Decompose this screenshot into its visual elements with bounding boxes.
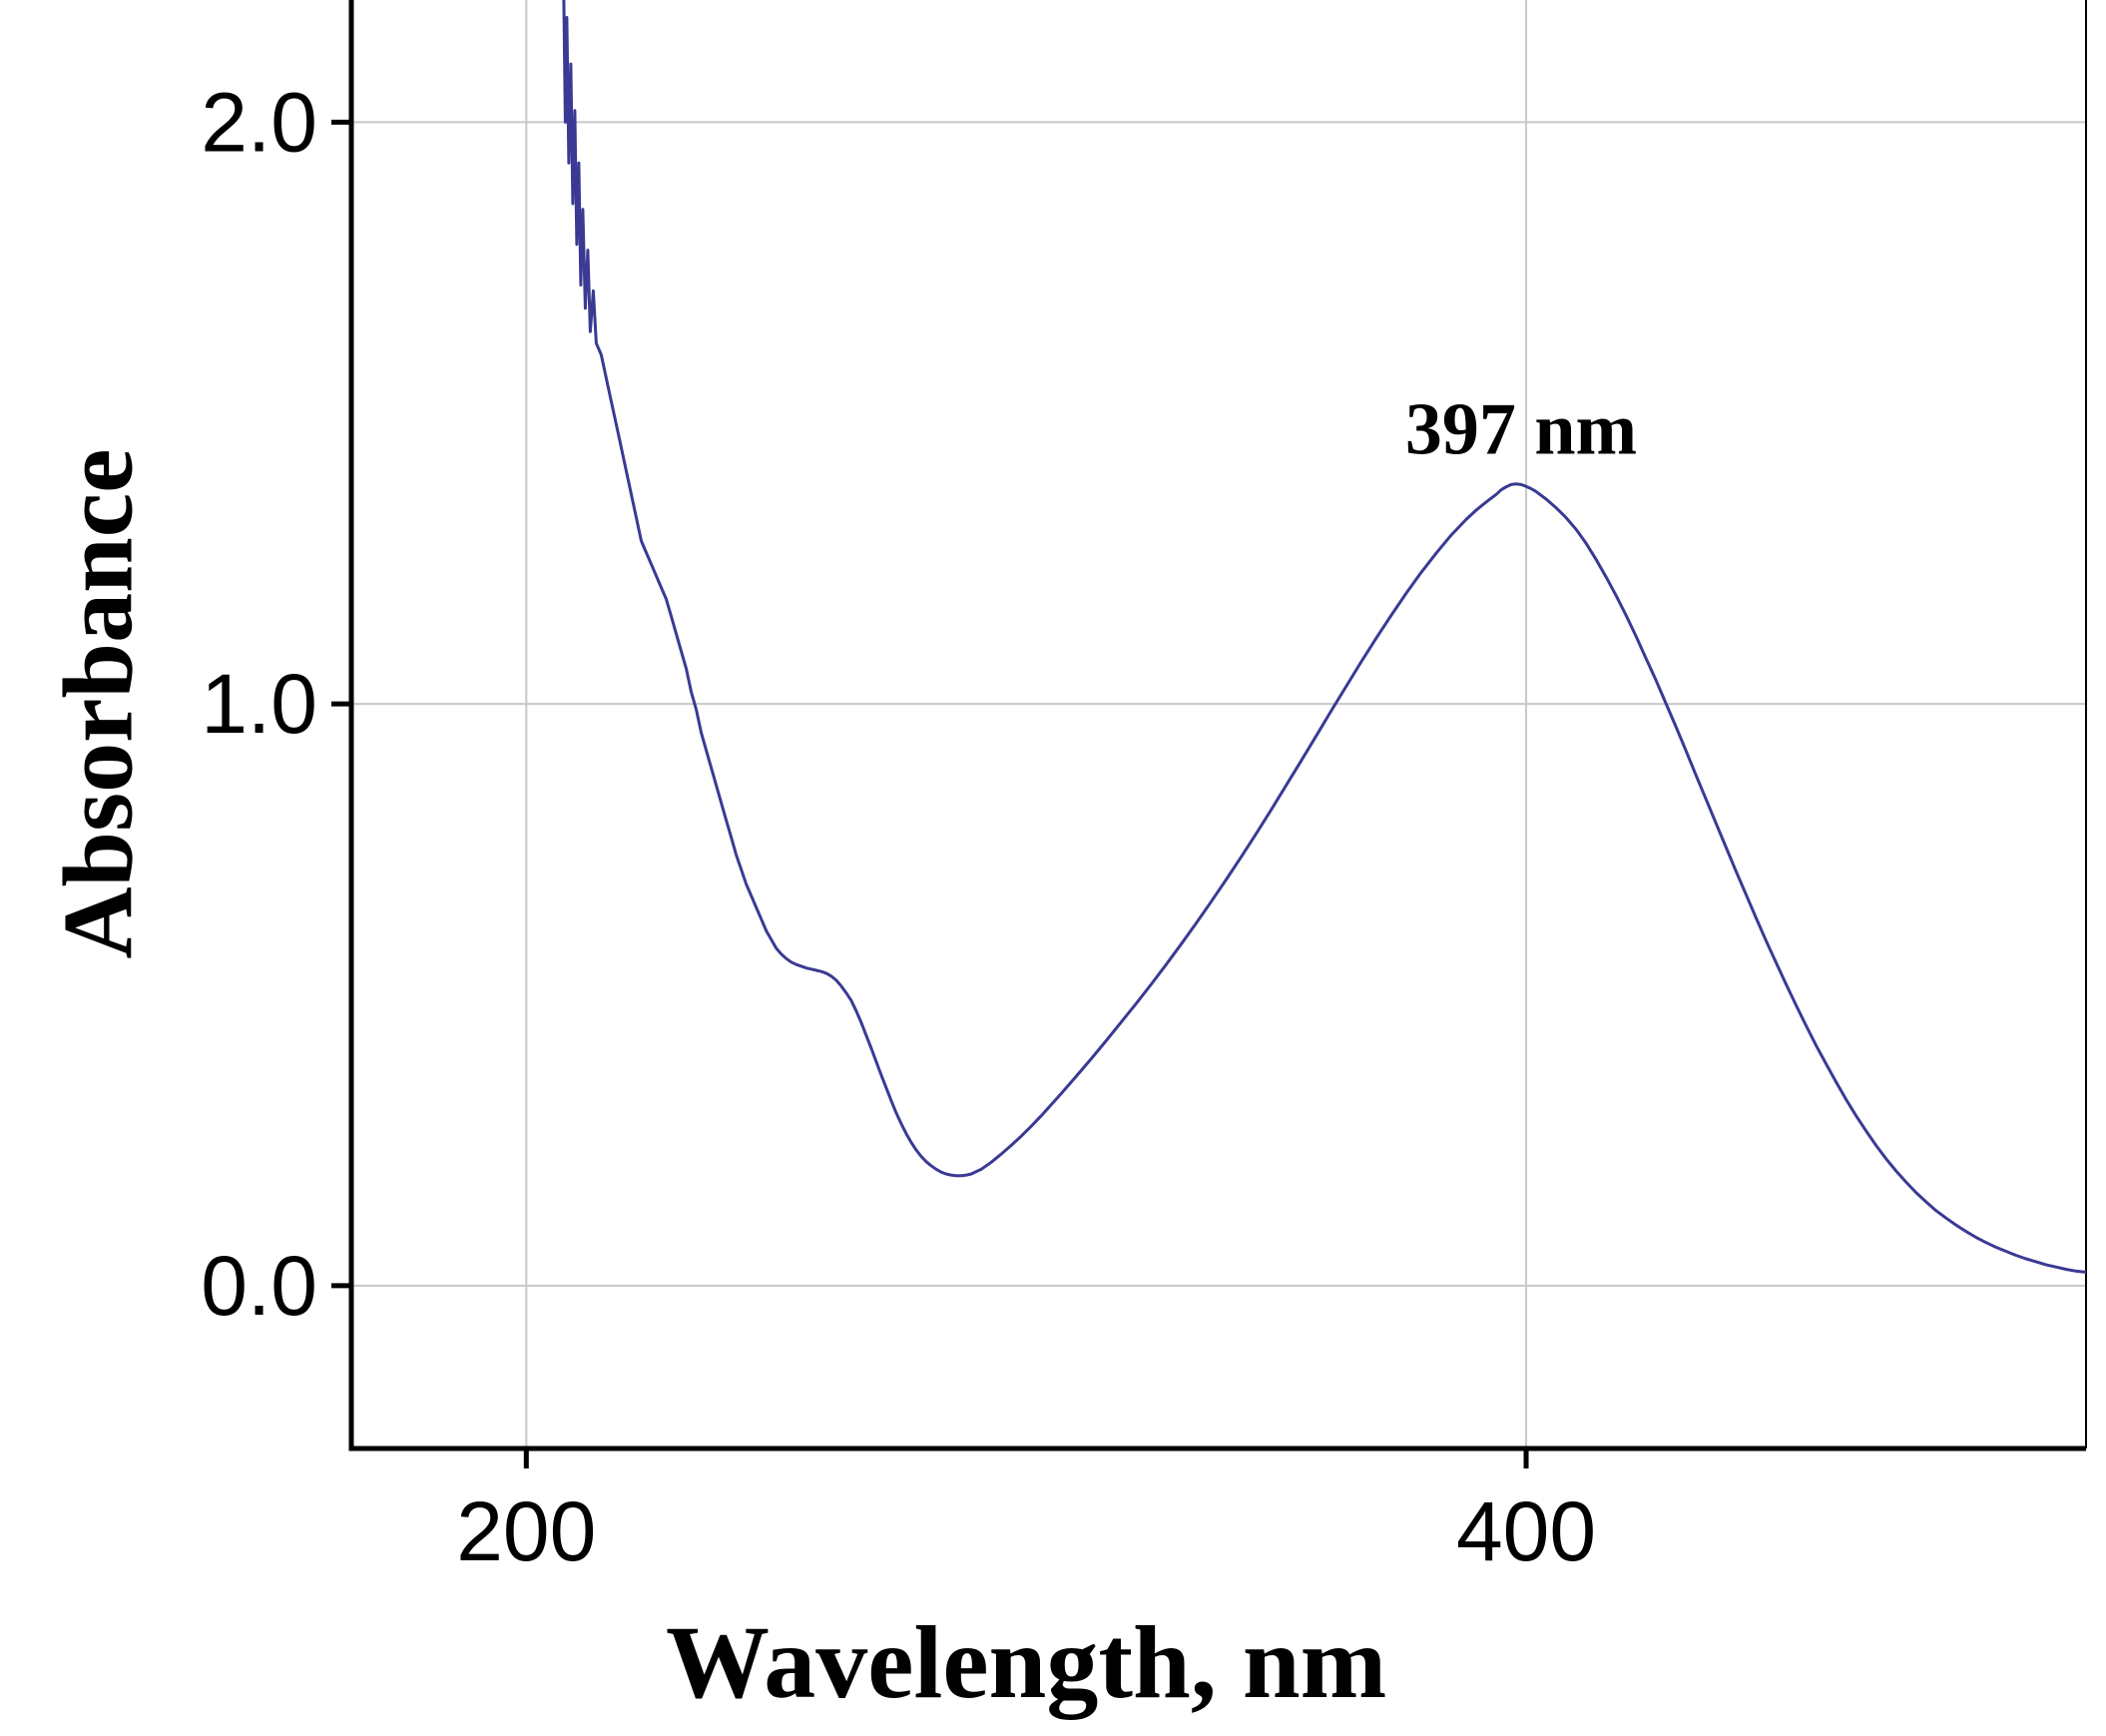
x-tick-label: 400 [1456, 1484, 1596, 1578]
y-tick-label: 2.0 [201, 75, 317, 169]
y-tick-label: 0.0 [201, 1239, 317, 1333]
x-tick-label: 200 [456, 1484, 596, 1578]
y-tick-label: 1.0 [201, 657, 317, 751]
peak-annotation: 397 nm [1405, 389, 1637, 471]
spectrum-curve [562, 0, 2086, 1274]
y-axis-label: Absorbance [43, 449, 154, 959]
x-axis-label: Wavelength, nm [666, 1605, 1386, 1720]
